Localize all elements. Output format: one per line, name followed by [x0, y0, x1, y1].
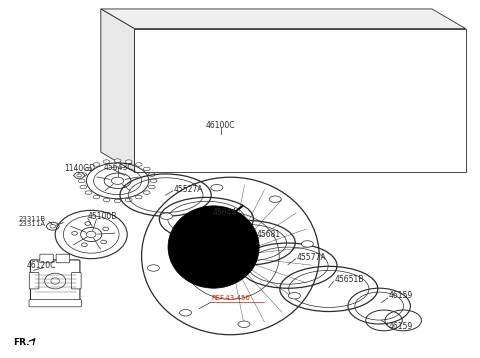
Ellipse shape — [114, 159, 121, 163]
Ellipse shape — [72, 232, 77, 235]
Ellipse shape — [93, 195, 100, 199]
Text: 23311B: 23311B — [18, 216, 46, 222]
Ellipse shape — [82, 243, 87, 247]
FancyBboxPatch shape — [29, 272, 39, 289]
Polygon shape — [134, 29, 466, 172]
Text: 45643C: 45643C — [103, 163, 133, 172]
Ellipse shape — [301, 241, 313, 247]
Text: 45577A: 45577A — [297, 252, 326, 262]
Ellipse shape — [80, 173, 87, 176]
Ellipse shape — [148, 173, 155, 176]
Ellipse shape — [142, 177, 319, 335]
Ellipse shape — [78, 179, 85, 183]
Text: 23311A: 23311A — [18, 221, 46, 227]
Text: 45681: 45681 — [257, 230, 281, 239]
Text: 45527A: 45527A — [174, 184, 203, 194]
FancyBboxPatch shape — [40, 254, 53, 263]
Ellipse shape — [85, 222, 91, 225]
Ellipse shape — [238, 321, 250, 328]
Ellipse shape — [101, 240, 107, 244]
Ellipse shape — [144, 167, 150, 171]
Ellipse shape — [160, 213, 172, 219]
Ellipse shape — [114, 199, 121, 203]
FancyBboxPatch shape — [31, 260, 80, 302]
Ellipse shape — [85, 167, 92, 171]
Ellipse shape — [135, 163, 142, 166]
Text: 45644: 45644 — [213, 208, 238, 217]
Ellipse shape — [125, 198, 132, 202]
Ellipse shape — [125, 160, 132, 164]
Text: 45651B: 45651B — [335, 275, 364, 284]
Ellipse shape — [147, 265, 159, 271]
Ellipse shape — [80, 185, 87, 189]
Ellipse shape — [168, 206, 259, 288]
Ellipse shape — [135, 195, 142, 199]
Text: FR.: FR. — [13, 338, 30, 348]
Ellipse shape — [211, 184, 223, 191]
FancyBboxPatch shape — [29, 300, 81, 307]
Text: REF.43-450: REF.43-450 — [211, 295, 250, 301]
Ellipse shape — [103, 160, 110, 164]
Text: 46120C: 46120C — [26, 261, 56, 270]
Text: 1140GD: 1140GD — [64, 164, 95, 174]
Ellipse shape — [103, 198, 110, 202]
Text: 46100C: 46100C — [206, 121, 236, 130]
Ellipse shape — [93, 163, 100, 166]
Text: 45100B: 45100B — [88, 212, 117, 221]
Polygon shape — [73, 173, 85, 178]
Ellipse shape — [85, 191, 92, 194]
Ellipse shape — [269, 196, 281, 202]
Text: 46159: 46159 — [389, 291, 413, 300]
Ellipse shape — [288, 292, 300, 299]
FancyBboxPatch shape — [72, 272, 81, 289]
Ellipse shape — [180, 310, 192, 316]
FancyBboxPatch shape — [56, 254, 70, 263]
Text: 46159: 46159 — [389, 322, 413, 331]
Ellipse shape — [148, 185, 155, 189]
Ellipse shape — [144, 191, 150, 194]
Ellipse shape — [150, 179, 157, 183]
Polygon shape — [101, 9, 466, 29]
Ellipse shape — [103, 227, 108, 231]
Polygon shape — [101, 9, 134, 172]
